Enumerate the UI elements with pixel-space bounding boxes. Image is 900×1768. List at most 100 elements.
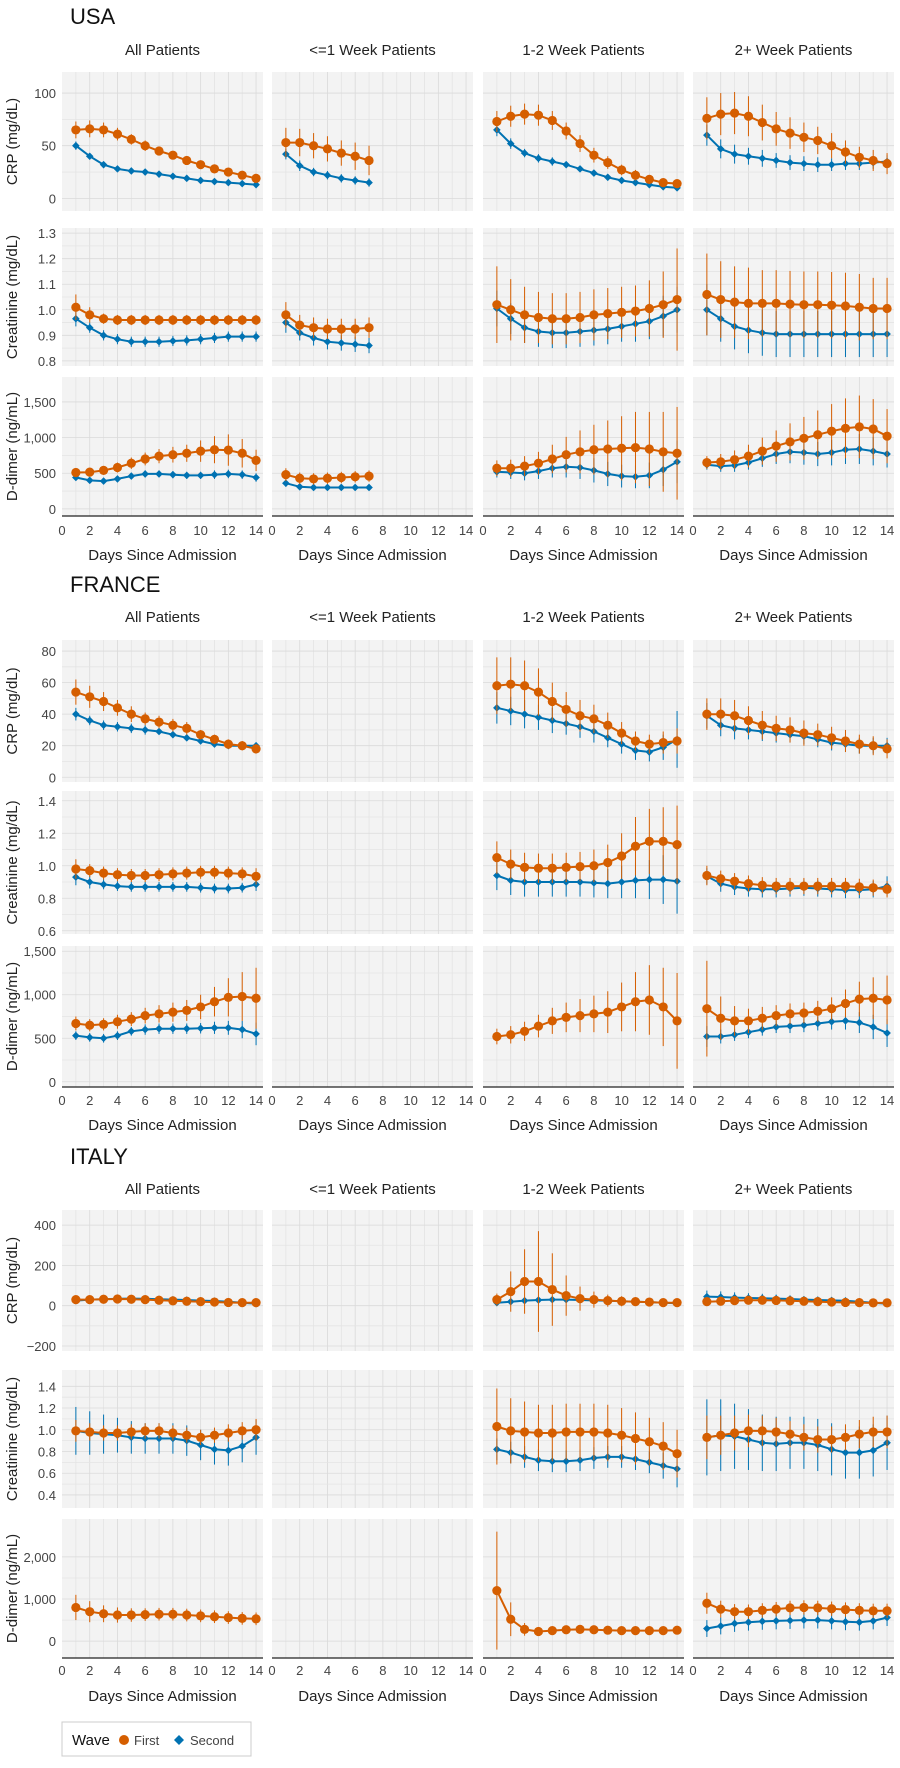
data-point-first [98,1294,109,1304]
data-point-first [743,1295,754,1305]
data-point-first [617,1430,627,1440]
data-point-first [702,113,712,123]
data-point-first [882,884,892,894]
column-label: 1-2 Week Patients [522,1181,644,1198]
x-tick-label: 4 [324,1663,331,1678]
data-point-first [658,836,668,846]
data-point-first [771,881,781,891]
y-axis-label: Creatinine (mg/dL) [4,800,21,924]
data-point-first [223,1297,233,1308]
data-point-second [99,160,108,169]
data-point-second [127,472,136,480]
data-point-second [224,1024,233,1032]
data-point-first [533,312,544,323]
data-point-first [140,141,150,151]
data-point-first [168,1007,178,1017]
data-point-first [827,1604,837,1614]
y-tick-label: 1.2 [38,826,56,841]
x-tick-label: 0 [689,523,696,538]
x-tick-label: 14 [880,523,894,538]
data-point-second [590,879,598,887]
data-point-second [323,171,332,179]
x-tick-label: 14 [459,1663,473,1678]
x-tick-label: 0 [689,1663,696,1678]
data-point-second [85,323,94,332]
data-point-first [196,446,206,456]
data-point-second [282,479,290,488]
x-tick-label: 4 [745,1663,752,1678]
data-point-first [492,116,502,127]
panel-background [693,791,894,934]
data-point-second [631,178,640,187]
data-point-first [716,109,726,119]
data-point-second [506,139,515,148]
panel [483,72,684,211]
data-point-first [658,737,668,748]
data-point-first [617,851,627,861]
data-point-second [169,883,177,891]
panel-background [272,791,473,934]
data-point-first [813,1434,823,1445]
data-point-first [868,1427,878,1437]
data-point-first [506,305,516,315]
data-point-first [630,1297,641,1307]
panel-background [693,72,894,211]
data-point-first [561,1012,571,1022]
panel-background [693,1370,894,1508]
data-point-first [617,1626,627,1636]
data-point-first [237,170,247,180]
data-point-second [169,470,177,479]
data-point-first [126,1427,136,1437]
data-point-first [492,1031,502,1042]
data-point-second [252,332,260,341]
data-point-first [251,1298,261,1308]
data-point-first [658,1441,668,1451]
data-point-first [182,1005,192,1016]
panel [483,640,684,782]
data-point-first [813,730,823,740]
data-point-first [827,733,837,743]
legend-label: Second [190,1733,234,1748]
x-tick-label: 6 [352,1093,359,1108]
x-tick-label: 8 [800,523,807,538]
data-point-first [716,457,726,467]
data-point-first [882,1427,892,1437]
data-point-first [336,148,346,158]
legend-swatch-first [119,1735,129,1745]
data-point-second [786,1022,794,1030]
data-point-second [323,337,332,346]
data-point-first [729,1428,740,1438]
x-tick-label: 4 [535,1663,542,1678]
data-point-first [672,448,682,458]
data-point-first [98,125,109,135]
data-point-first [702,1297,712,1307]
y-tick-label: 1.1 [38,277,56,292]
x-tick-label: 14 [880,1093,894,1108]
y-tick-label: 0.6 [38,1466,56,1481]
data-point-first [209,734,220,745]
panel [272,72,473,211]
x-tick-label: 8 [169,523,176,538]
y-tick-label: 200 [34,1258,56,1273]
data-point-first [561,1291,571,1301]
x-axis-label: Days Since Admission [298,1117,446,1134]
data-point-first [771,1011,781,1021]
data-point-first [295,137,305,148]
data-point-second [113,882,122,890]
x-axis-label: Days Since Admission [88,547,236,564]
data-point-second [365,483,373,492]
y-tick-label: 80 [42,644,56,659]
data-point-second [99,331,108,340]
data-point-first [506,679,516,689]
data-point-first [140,1426,150,1436]
data-point-first [603,1625,613,1635]
y-tick-label: 0.8 [38,354,56,369]
data-point-second [841,1448,850,1457]
data-point-first [561,450,571,460]
x-tick-label: 6 [352,1663,359,1678]
data-point-first [603,157,613,168]
data-point-first [98,1019,109,1029]
data-point-second [127,883,136,891]
data-point-second [252,180,260,189]
data-point-second [506,876,515,885]
